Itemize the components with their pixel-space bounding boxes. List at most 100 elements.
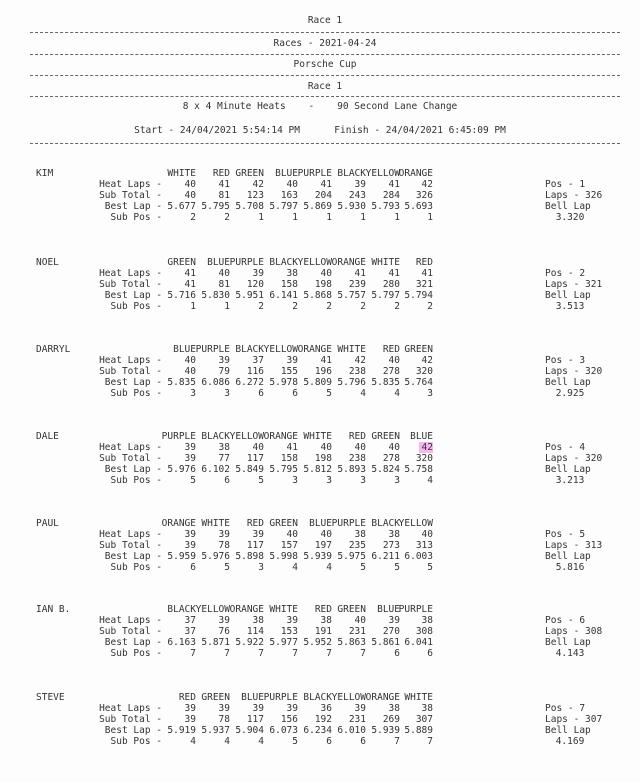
lane-value: 157	[280, 540, 298, 551]
lane-value: 5.975	[337, 551, 366, 562]
row-label: Sub Total -	[99, 453, 162, 464]
lane-value: 123	[246, 190, 264, 201]
bell-lap: 4.143	[555, 648, 585, 659]
lane-header: BLUE	[410, 431, 433, 442]
lane-value: 2	[292, 301, 298, 312]
lane-value: 117	[246, 714, 264, 725]
lane-value: 39	[252, 529, 264, 540]
lane-value: 38	[320, 615, 332, 626]
lane-value: 6	[292, 388, 298, 399]
lane-value: 196	[314, 366, 332, 377]
heat-laps-row: Heat Laps - 41 40 39 38 40 41 41 41 Pos - 2	[0, 268, 640, 279]
lane-value: 37	[184, 615, 196, 626]
lane-value: 163	[280, 190, 298, 201]
lane-value: 2	[360, 301, 366, 312]
lane-value: 197	[314, 540, 332, 551]
lane-value: 273	[382, 540, 400, 551]
lane-value: 7	[394, 736, 400, 747]
lane-value: 5.830	[201, 290, 230, 301]
lane-header: RED	[415, 257, 433, 268]
sub-total-row: Sub Total - 39 78 117 156 192 231 269 307 Laps - …	[0, 714, 640, 725]
lane-value: 2	[427, 301, 433, 312]
lane-value: 39	[354, 703, 366, 714]
lane-value: 4	[427, 475, 433, 486]
lane-header: GREEN	[235, 168, 264, 179]
lane-value: 5.939	[371, 725, 400, 736]
lane-header: RED	[246, 518, 264, 529]
lane-header: BLUE	[173, 344, 196, 355]
series-name: Porsche Cup	[293, 59, 357, 70]
lane-header: GREEN	[371, 431, 400, 442]
pos: Pos - 3	[545, 355, 586, 366]
lane-value: 41	[388, 179, 400, 190]
lane-header: YELLOW	[195, 604, 230, 615]
divider	[30, 143, 620, 144]
lane-value: 5.863	[337, 637, 366, 648]
lane-header-row: ORANGE WHITE RED GREEN BLUE PURPLE BLACK YELLOW	[0, 518, 640, 529]
lane-value: 120	[246, 279, 264, 290]
lane-value: 38	[388, 529, 400, 540]
sub-pos-row: Sub Pos - 3 3 6 6 5 4 4 3 2.925	[0, 388, 640, 399]
lane-header: YELLOW	[365, 168, 400, 179]
lane-header-row: BLUE PURPLE BLACK YELLOW ORANGE WHITE RED GREEN	[0, 344, 640, 355]
lane-value: 238	[348, 366, 366, 377]
row-label: Sub Total -	[99, 366, 162, 377]
lane-header: GREEN	[167, 257, 196, 268]
sub-total-row: Sub Total - 39 77 117 158 198 238 278 320 Laps - …	[0, 453, 640, 464]
lane-value: 5.976	[167, 464, 196, 475]
lane-header: RED	[382, 344, 400, 355]
lane-value: 5.904	[235, 725, 264, 736]
lane-value: 39	[184, 540, 196, 551]
lane-value: 38	[218, 442, 230, 453]
lane-header: YELLOW	[297, 257, 332, 268]
lane-value: 40	[388, 355, 400, 366]
sub-total-row: Sub Total - 40 79 116 155 196 238 278 320 Laps - …	[0, 366, 640, 377]
driver-name: STEVE	[36, 692, 65, 703]
lane-value: 1	[292, 212, 298, 223]
lane-value: 1	[224, 301, 230, 312]
row-label: Best Lap -	[104, 377, 162, 388]
lane-header: PURPLE	[195, 344, 230, 355]
laps: Laps - 320	[545, 453, 603, 464]
row-label: Sub Pos -	[110, 736, 162, 747]
lane-value: 41	[388, 268, 400, 279]
lane-value: 7	[258, 648, 264, 659]
lane-value: 5.793	[371, 201, 400, 212]
bell-label: Bell Lap	[545, 464, 591, 475]
lane-value: 39	[218, 615, 230, 626]
lane-value: 41	[320, 179, 332, 190]
lane-header: BLACK	[371, 518, 400, 529]
lane-value: 308	[415, 626, 433, 637]
lane-value: 239	[348, 279, 366, 290]
lane-value: 40	[184, 179, 196, 190]
row-label: Heat Laps -	[99, 615, 162, 626]
lane-value: 6.234	[303, 725, 332, 736]
pos: Pos - 2	[545, 268, 586, 279]
row-label: Best Lap -	[104, 464, 162, 475]
lane-value: 1	[190, 301, 196, 312]
lane-value: 5	[258, 475, 264, 486]
lane-value: 6	[326, 736, 332, 747]
row-label: Best Lap -	[104, 551, 162, 562]
laps: Laps - 313	[545, 540, 603, 551]
lane-value: 5.764	[404, 377, 433, 388]
bell-lap: 5.816	[555, 562, 585, 573]
lane-value: 114	[246, 626, 264, 637]
lane-value: 5.693	[404, 201, 433, 212]
lane-value: 3	[224, 388, 230, 399]
lane-value: 6.272	[235, 377, 264, 388]
lane-value: 5	[427, 562, 433, 573]
lane-value: 198	[314, 279, 332, 290]
lane-value: 5.868	[303, 290, 332, 301]
lane-header: YELLOW	[229, 431, 264, 442]
lane-value: 204	[314, 190, 332, 201]
lane-value: 4	[224, 736, 230, 747]
lane-header: PURPLE	[398, 604, 433, 615]
lane-header: GREEN	[337, 604, 366, 615]
laps: Laps - 308	[545, 626, 603, 637]
driver-name: DARRYL	[36, 344, 71, 355]
pos: Pos - 1	[545, 179, 586, 190]
lane-value: 42	[354, 355, 366, 366]
lane-value: 38	[421, 615, 433, 626]
lane-value: 5.809	[303, 377, 332, 388]
